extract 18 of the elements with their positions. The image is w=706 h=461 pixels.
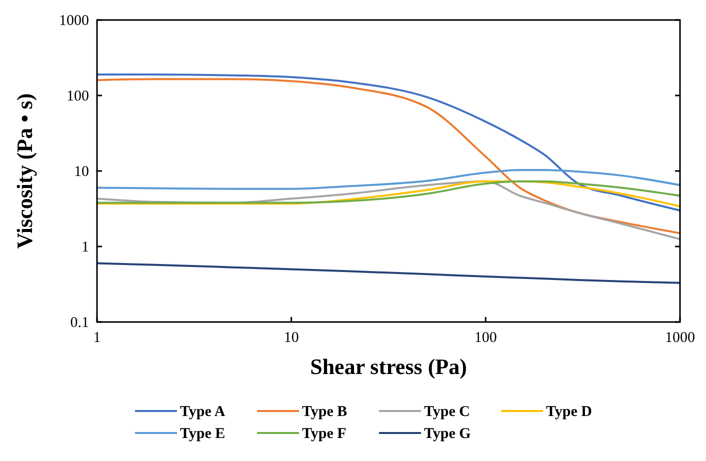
x-tick-label: 1000 — [665, 330, 695, 346]
x-tick-label: 1 — [93, 330, 101, 346]
legend-label: Type C — [424, 404, 470, 420]
legend-label: Type E — [180, 426, 226, 442]
y-tick-label: 10 — [74, 164, 89, 180]
legend-label: Type B — [302, 404, 348, 420]
legend-label: Type F — [302, 426, 346, 442]
x-tick-label: 100 — [474, 330, 497, 346]
y-tick-label: 1000 — [59, 13, 89, 29]
x-tick-label: 10 — [284, 330, 299, 346]
legend-label: Type G — [424, 426, 472, 442]
legend-label: Type A — [180, 404, 226, 420]
legend-label: Type D — [546, 404, 592, 420]
x-axis-title: Shear stress (Pa) — [310, 354, 467, 379]
y-tick-label: 1 — [82, 240, 89, 256]
y-axis-title: Viscosity (Pa • s) — [12, 93, 37, 249]
y-tick-label: 0.1 — [70, 315, 89, 331]
y-tick-label: 100 — [66, 88, 89, 104]
